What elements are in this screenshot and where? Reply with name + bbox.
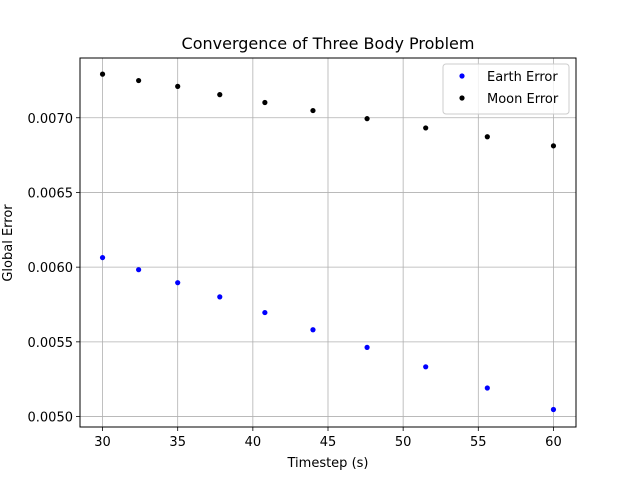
moon-error-point [136,77,142,84]
y-tick-label: 0.0060 [28,261,74,276]
x-axis-ticks: 30 35 40 45 50 55 60 [94,427,562,450]
earth-error-point [217,294,223,300]
y-tick-label: 0.0065 [28,186,74,201]
y-tick-label: 0.0055 [28,336,74,351]
chart-title: Convergence of Three Body Problem [182,34,475,53]
earth-error-point [136,267,142,273]
moon-error-point [310,107,316,114]
y-tick-label: 0.0050 [28,411,74,426]
x-tick-label: 60 [545,435,562,450]
data-points [99,71,557,413]
earth-error-point [423,364,429,370]
moon-error-point [484,134,490,140]
moon-error-point [217,92,223,98]
legend: Earth Error Moon Error [442,63,570,115]
x-tick-label: 50 [395,435,412,450]
y-axis-ticks: 0.0050 0.0055 0.0060 0.0065 0.0070 [28,112,80,426]
moon-error-point [99,71,106,77]
earth-error-point [364,344,370,350]
x-axis-label: Timestep (s) [287,456,369,471]
y-axis-label: Global Error [1,204,16,282]
earth-error-point [310,327,316,333]
grid [80,58,576,427]
earth-error-point [99,254,106,261]
y-tick-label: 0.0070 [28,112,74,127]
x-tick-label: 55 [470,435,487,450]
moon-error-legend-label: Moon Error [487,92,559,107]
legend-box [442,63,570,115]
x-tick-label: 45 [320,435,337,450]
moon-error-point [262,99,268,106]
earth-error-legend-marker [459,73,465,79]
earth-error-point [175,280,181,286]
earth-error-point [550,406,557,413]
x-tick-label: 30 [94,435,111,450]
x-tick-label: 35 [169,435,186,450]
moon-error-point [364,116,370,122]
earth-error-legend-label: Earth Error [487,70,558,85]
moon-error-point [550,143,557,149]
moon-error-point [423,125,429,131]
earth-error-point [484,385,490,391]
x-tick-label: 40 [245,435,262,450]
moon-error-point [175,83,181,89]
moon-error-legend-marker [459,95,465,101]
earth-error-point [262,309,268,316]
